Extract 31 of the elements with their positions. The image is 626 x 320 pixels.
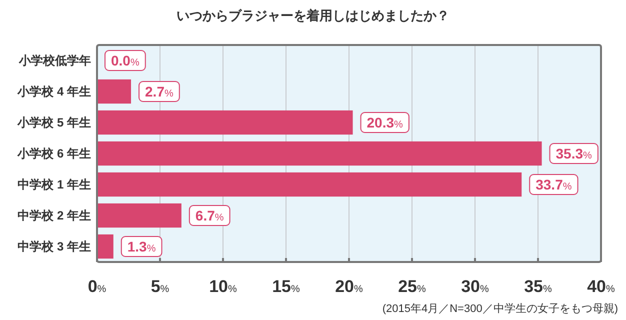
x-tick-label: 15%: [272, 277, 300, 296]
y-tick-label: 小学校 5 年生: [16, 116, 91, 130]
x-tick-label: 20%: [335, 277, 364, 296]
text: (2015年4月／N=300／中学生の女子をもつ母親): [382, 302, 618, 315]
data-label: 35.3%: [556, 146, 592, 162]
x-tick-label: 10%: [209, 277, 238, 296]
bar: [97, 234, 114, 259]
y-tick-label: 中学校 2 年生: [18, 208, 91, 222]
y-tick-label: 小学校 6 年生: [16, 146, 91, 160]
y-tick-label: 中学校 3 年生: [18, 240, 91, 254]
bar: [97, 141, 542, 166]
data-label: 33.7%: [536, 176, 572, 192]
data-label: 6.7%: [195, 208, 224, 224]
y-tick-label: 中学校 1 年生: [18, 178, 91, 192]
x-tick-label: 25%: [398, 277, 426, 296]
data-label: 2.7%: [145, 84, 174, 100]
y-tick-label: 小学校 4 年生: [16, 84, 91, 98]
x-tick-label: 40%: [587, 277, 616, 296]
x-tick-label: 30%: [461, 277, 490, 296]
x-tick-label: 35%: [524, 277, 552, 296]
bar: [97, 203, 182, 228]
x-tick-label: 0%: [88, 277, 106, 296]
y-tick-label: 小学校低学年: [18, 54, 91, 68]
chart-title: いつからブラジャーを着用しはじめましたか？: [176, 8, 450, 23]
bar: [97, 110, 353, 135]
bar: [97, 79, 132, 104]
data-label: 0.0%: [111, 52, 140, 68]
data-label: 20.3%: [366, 114, 404, 130]
data-label: 1.3%: [127, 238, 156, 254]
bar: [97, 172, 522, 197]
x-tick-label: 5%: [150, 277, 170, 296]
